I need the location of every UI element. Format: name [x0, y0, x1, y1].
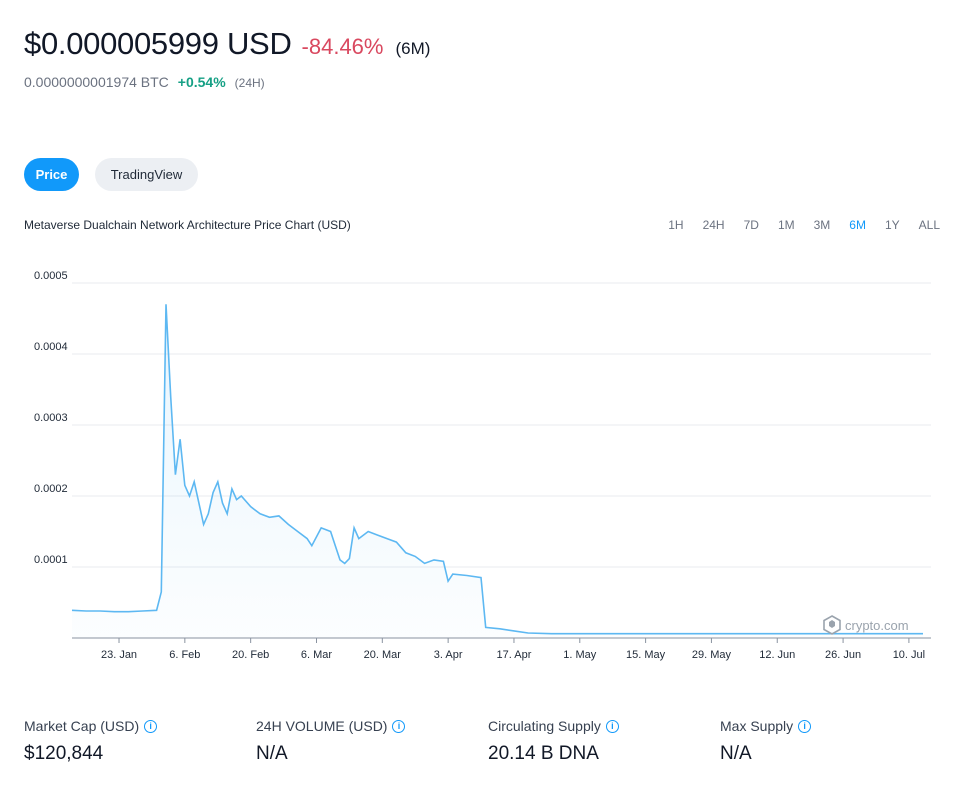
range-6m[interactable]: 6M — [849, 218, 866, 232]
range-7d[interactable]: 7D — [743, 218, 759, 232]
btc-change-24h: +0.54% — [177, 74, 226, 90]
price-line — [71, 304, 923, 635]
price-change-6m: -84.46% — [301, 34, 384, 59]
x-tick-label: 3. Apr — [434, 649, 463, 661]
info-icon[interactable]: i — [798, 719, 812, 733]
x-tick-label: 12. Jun — [759, 649, 795, 661]
x-tick-label: 1. May — [563, 649, 597, 661]
stat-label: Circulating Supply — [488, 718, 601, 734]
x-tick-label: 10. Jul — [893, 649, 925, 661]
x-tick-label: 6. Feb — [169, 649, 200, 661]
stat-24h-volume: 24H VOLUME (USD) i N/A — [256, 718, 406, 765]
chart-title: Metaverse Dualchain Network Architecture… — [24, 218, 351, 232]
stat-value: N/A — [256, 743, 288, 764]
change-period-24h: (24H) — [234, 76, 265, 90]
info-icon[interactable]: i — [392, 719, 406, 733]
x-tick-label: 15. May — [626, 649, 666, 661]
stat-label: Market Cap (USD) — [24, 718, 140, 734]
price-usd: $0.000005999 USD — [24, 26, 292, 61]
y-tick-label: 0.0003 — [34, 412, 68, 424]
range-1y[interactable]: 1Y — [884, 218, 900, 232]
price-chart[interactable]: 0.0005 0.0004 0.0003 0.0002 0.0001 23. Jan 6.… — [0, 260, 964, 670]
info-icon[interactable]: i — [144, 719, 158, 733]
range-1m[interactable]: 1M — [777, 218, 795, 232]
y-tick-label: 0.0001 — [34, 554, 68, 566]
y-axis: 0.0005 0.0004 0.0003 0.0002 0.0001 — [34, 270, 68, 566]
x-tick-label: 6. Mar — [301, 649, 333, 661]
range-24h[interactable]: 24H — [702, 218, 725, 232]
range-1h[interactable]: 1H — [668, 218, 684, 232]
stat-max-supply: Max Supply i N/A — [720, 718, 812, 765]
x-tick-label: 20. Mar — [364, 649, 402, 661]
price-area — [72, 304, 923, 638]
stat-value: $120,844 — [24, 743, 104, 764]
x-tick-label: 26. Jun — [825, 649, 861, 661]
info-icon[interactable]: i — [605, 719, 619, 733]
x-tick-label: 23. Jan — [101, 649, 137, 661]
watermark-text: crypto.com — [845, 618, 909, 633]
x-tick-label: 20. Feb — [232, 649, 269, 661]
crypto-com-logo-icon — [823, 615, 841, 635]
crypto-com-watermark: crypto.com — [823, 615, 909, 635]
x-axis: 23. Jan 6. Feb 20. Feb 6. Mar 20. Mar 3. Apr 1… — [101, 638, 925, 661]
y-tick-label: 0.0004 — [34, 341, 68, 353]
tab-price[interactable]: Price — [24, 158, 79, 191]
stat-value: N/A — [720, 743, 752, 764]
x-tick-label: 29. May — [692, 649, 732, 661]
price-btc: 0.0000000001974 BTC — [24, 74, 169, 90]
y-tick-label: 0.0005 — [34, 270, 68, 282]
stat-label: Max Supply — [720, 718, 794, 734]
stat-value: 20.14 B DNA — [488, 743, 599, 764]
change-period-6m: (6M) — [395, 39, 431, 58]
stat-circulating-supply: Circulating Supply i 20.14 B DNA — [488, 718, 619, 765]
y-tick-label: 0.0002 — [34, 483, 68, 495]
x-tick-label: 17. Apr — [497, 649, 532, 661]
stat-label: 24H VOLUME (USD) — [256, 718, 388, 734]
range-3m[interactable]: 3M — [813, 218, 831, 232]
range-selector: 1H 24H 7D 1M 3M 6M 1Y ALL — [649, 218, 940, 232]
tab-tradingview[interactable]: TradingView — [95, 158, 198, 191]
price-header: $0.000005999 USD -84.46% (6M) — [24, 26, 430, 62]
range-all[interactable]: ALL — [918, 218, 940, 232]
btc-price-row: 0.0000000001974 BTC +0.54% (24H) — [24, 74, 265, 90]
stat-market-cap: Market Cap (USD) i $120,844 — [24, 718, 158, 765]
